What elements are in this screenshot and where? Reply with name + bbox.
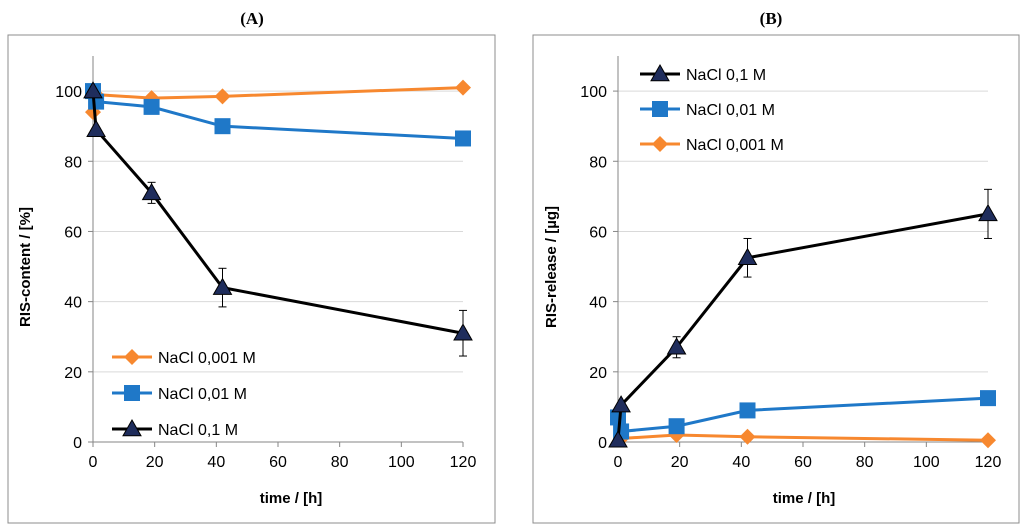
- panel-b-y-tick-label: 40: [589, 295, 607, 312]
- panel-b-y-tick-label: 60: [589, 224, 607, 241]
- panel-b-series-nacl-001-point: [980, 390, 996, 407]
- panel-b: (B) 0 20 40 60 80 100 0 20 40 60 80 100 120 time / […: [532, 9, 1020, 524]
- panel-b-y-tick-label: 0: [598, 435, 607, 452]
- panel-a: (A) 0 20 40 60 80 100 0 20 40 60 80 100 120 time / […: [7, 9, 496, 524]
- panel-a-series-nacl-01-point: [86, 119, 106, 137]
- panel-b-legend-entry: NaCl 0,001 M: [640, 136, 784, 154]
- panel-b-legend-label: NaCl 0,001 M: [686, 137, 784, 154]
- panel-b-series-nacl-0001-point: [739, 428, 756, 445]
- panel-b-y-tick-label: 80: [589, 154, 607, 171]
- panel-a-legend-entry: NaCl 0,001 M: [112, 349, 256, 367]
- panel-b-legend-swatch-marker: [652, 136, 668, 152]
- panel-a-x-tick-label: 60: [269, 454, 287, 471]
- panel-b-legend-label: NaCl 0,1 M: [686, 67, 766, 84]
- panel-a-y-axis-title: RIS-content / [%]: [17, 207, 34, 327]
- panel-b-y-axis-title: RIS-release / [µg]: [543, 206, 560, 328]
- panel-b-x-tick-label: 20: [671, 454, 689, 471]
- panel-b-legend-entry: NaCl 0,1 M: [640, 63, 766, 84]
- panel-a-y-tick-label: 80: [64, 154, 82, 171]
- panel-b-series-nacl-01-point: [737, 247, 758, 266]
- panel-b-legend-entry: NaCl 0,01 M: [640, 101, 775, 119]
- panel-b-x-tick-label: 120: [975, 454, 1002, 471]
- panel-a-x-tick-label: 40: [207, 454, 225, 471]
- panel-a-legend-entry: NaCl 0,1 M: [112, 418, 238, 439]
- panel-b-series-nacl-01-point: [608, 430, 628, 448]
- panel-a-y-tick-label: 40: [64, 295, 82, 312]
- panel-b-x-axis-title: time / [h]: [773, 490, 836, 507]
- panel-a-legend-swatch-marker: [124, 349, 140, 365]
- panel-b-series-nacl-001-point: [668, 418, 685, 435]
- panel-b-x-tick-label: 80: [856, 454, 874, 471]
- panel-a-series-nacl-01: [83, 81, 473, 357]
- panel-b-series-nacl-01-point: [978, 203, 998, 222]
- panel-b-x-tick-label: 0: [614, 454, 623, 471]
- panel-b-y-tick-label: 20: [589, 365, 607, 382]
- panel-a-x-tick-label: 80: [331, 454, 349, 471]
- panel-b-series-nacl-01: [608, 188, 998, 448]
- panel-b-series-nacl-001-point: [610, 409, 626, 426]
- panel-a-x-tick-label: 120: [450, 454, 477, 471]
- panel-a-series-nacl-001-point: [143, 98, 160, 115]
- panel-a-x-tick-label: 20: [146, 454, 164, 471]
- panel-b-x-tick-label: 100: [913, 454, 940, 471]
- panel-b-y-tick-label: 100: [580, 84, 607, 101]
- panel-b-legend-swatch-marker: [650, 63, 670, 82]
- panel-a-legend-label: NaCl 0,01 M: [158, 386, 247, 403]
- panel-a-series-nacl-01-point: [453, 323, 473, 341]
- panel-a-x-tick-label: 0: [89, 454, 98, 471]
- panel-b-series-nacl-01-point: [611, 395, 631, 413]
- panel-a-legend-label: NaCl 0,001 M: [158, 350, 256, 367]
- panel-a-x-axis-title: time / [h]: [260, 490, 323, 507]
- panel-a-label: (A): [240, 9, 264, 28]
- panel-a-series-nacl-001-point: [455, 130, 471, 147]
- panel-a-series-nacl-01-point: [83, 81, 103, 99]
- panel-a-y-tick-label: 20: [64, 365, 82, 382]
- panel-a-legend-swatch-marker: [124, 385, 140, 401]
- panel-a-series-nacl-01-point: [212, 277, 233, 295]
- panel-a-legend-label: NaCl 0,1 M: [158, 422, 238, 439]
- panel-a-y-tick-label: 100: [55, 84, 82, 101]
- panel-b-series-nacl-001-point: [739, 402, 756, 419]
- panel-a-series-nacl-0001-point: [455, 79, 471, 96]
- panel-a-series-nacl-0001-point: [214, 88, 231, 105]
- panel-a-series-nacl-01-point: [141, 182, 162, 201]
- panel-a-legend-entry: NaCl 0,01 M: [112, 385, 247, 403]
- panel-b-label: (B): [760, 9, 783, 28]
- panel-a-legend-swatch-marker: [122, 418, 142, 437]
- panel-b-x-tick-label: 40: [732, 454, 750, 471]
- panel-b-series-nacl-01-point: [666, 337, 687, 355]
- panel-b-legend-swatch-marker: [652, 101, 668, 117]
- panel-a-y-tick-label: 60: [64, 224, 82, 241]
- panel-a-series-nacl-001-point: [214, 118, 231, 135]
- panel-a-y-tick-label: 0: [73, 435, 82, 452]
- panel-b-series-nacl-0001-point: [980, 432, 996, 449]
- panel-b-x-tick-label: 60: [794, 454, 812, 471]
- panel-a-x-tick-label: 100: [388, 454, 415, 471]
- panel-b-legend-label: NaCl 0,01 M: [686, 102, 775, 119]
